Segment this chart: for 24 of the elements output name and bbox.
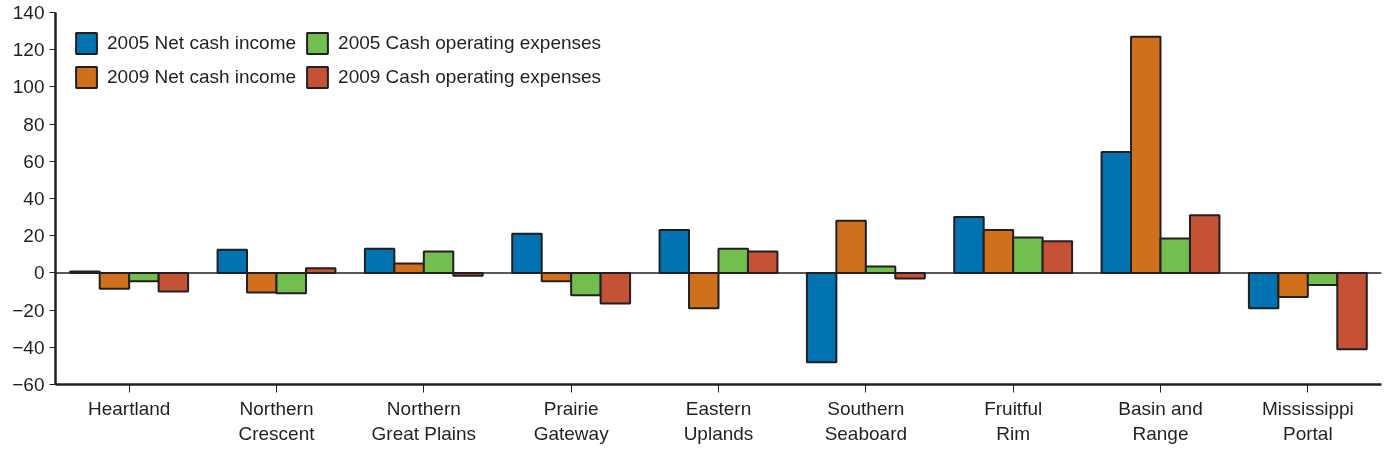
y-tick-label: 120 (12, 39, 45, 61)
legend-label: 2005 Net cash income (107, 32, 297, 54)
y-tick-label: 40 (23, 188, 45, 209)
y-tick-label: −20 (12, 299, 45, 321)
x-tick-label: Eastern Uplands (683, 397, 754, 444)
y-tick-label: 20 (23, 225, 45, 247)
x-tick-label: Fruitful Rim (984, 397, 1043, 444)
x-tick-label: Prairie Gateway (533, 397, 610, 444)
y-tick-label: 140 (12, 2, 45, 23)
y-tick-label: 80 (23, 113, 45, 135)
x-tick-label: Mississippi Portal (1261, 397, 1354, 444)
x-tick-label: Northern Great Plains (371, 397, 477, 444)
y-tick-label: 100 (12, 76, 45, 98)
legend-label: 2005 Cash operating expenses (338, 32, 602, 54)
x-tick-label: Northern Crescent (238, 397, 316, 444)
legend-label: 2009 Net cash income (107, 66, 297, 88)
y-tick-label: −40 (12, 336, 45, 358)
y-tick-label: −60 (12, 374, 45, 395)
x-tick-label: Southern Seaboard (824, 397, 908, 444)
y-tick-label: 0 (33, 262, 45, 284)
x-tick-label: Heartland (87, 397, 171, 419)
y-tick-label: 60 (23, 150, 45, 172)
legend-label: 2009 Cash operating expenses (338, 66, 602, 88)
x-tick-label: Basin and Range (1118, 397, 1203, 444)
